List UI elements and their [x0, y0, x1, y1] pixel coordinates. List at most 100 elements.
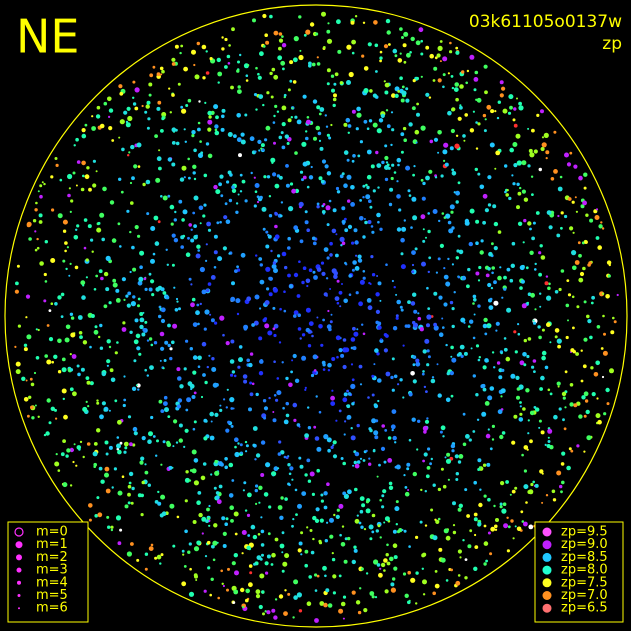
star: [513, 414, 518, 419]
star: [287, 88, 291, 92]
star: [474, 533, 477, 537]
star: [442, 73, 446, 77]
star: [475, 121, 478, 124]
star: [477, 358, 481, 362]
star: [304, 220, 309, 225]
star: [491, 266, 496, 270]
star: [122, 321, 126, 325]
star: [242, 606, 245, 609]
star: [144, 368, 147, 372]
star: [86, 380, 91, 385]
star: [193, 480, 199, 486]
star: [600, 347, 604, 350]
star: [365, 183, 368, 187]
star: [168, 87, 171, 90]
star: [341, 241, 346, 246]
star: [422, 593, 426, 596]
star: [410, 36, 415, 42]
star: [285, 413, 290, 418]
star: [183, 565, 187, 568]
star: [267, 532, 271, 536]
star: [77, 372, 81, 377]
star: [384, 177, 389, 182]
star: [264, 33, 269, 37]
star: [347, 224, 353, 229]
star: [185, 470, 189, 474]
star: [380, 446, 386, 451]
star: [388, 481, 393, 486]
star: [77, 315, 83, 320]
star: [331, 268, 337, 274]
star: [481, 383, 486, 388]
star: [274, 212, 279, 216]
star: [181, 165, 187, 171]
star: [146, 100, 151, 105]
star: [493, 366, 496, 369]
star: [575, 210, 579, 213]
star: [420, 125, 426, 131]
star: [484, 118, 487, 121]
star: [372, 449, 376, 453]
star: [249, 352, 254, 356]
star: [93, 288, 97, 291]
star: [140, 456, 145, 461]
star: [96, 399, 99, 402]
star: [346, 44, 352, 50]
star: [453, 291, 456, 294]
star: [265, 571, 269, 575]
star: [280, 450, 285, 455]
star: [485, 273, 490, 278]
star: [506, 307, 512, 313]
star: [257, 75, 262, 80]
star: [48, 421, 52, 425]
star: [478, 356, 481, 359]
star: [172, 323, 178, 329]
star: [90, 238, 94, 242]
star: [489, 297, 493, 301]
star: [440, 174, 444, 178]
star: [262, 399, 267, 403]
star: [69, 447, 75, 453]
star: [583, 450, 586, 453]
star: [157, 490, 160, 494]
star: [373, 20, 378, 25]
star: [413, 165, 416, 168]
star: [379, 56, 383, 60]
star: [214, 130, 220, 136]
magnitude-label: m=4: [36, 575, 68, 590]
star: [67, 173, 73, 180]
star: [359, 140, 363, 144]
star: [457, 460, 462, 464]
star: [403, 138, 408, 142]
star: [527, 127, 530, 130]
star: [509, 105, 513, 110]
star: [188, 223, 192, 227]
star: [226, 54, 231, 59]
star: [92, 159, 96, 163]
star: [336, 508, 340, 512]
star: [458, 352, 462, 356]
star: [228, 198, 233, 203]
star: [517, 323, 520, 326]
star: [318, 112, 322, 116]
star: [214, 470, 220, 476]
star: [284, 497, 288, 501]
star: [545, 275, 549, 278]
star: [132, 102, 137, 106]
star: [395, 464, 401, 470]
star: [215, 495, 220, 500]
star: [426, 286, 429, 290]
star: [226, 588, 229, 592]
star: [495, 518, 499, 522]
star: [198, 205, 204, 211]
star: [468, 438, 472, 442]
star: [396, 194, 401, 199]
star: [318, 539, 322, 543]
star: [384, 82, 390, 88]
star: [587, 319, 592, 324]
star: [329, 288, 332, 290]
star: [96, 496, 100, 500]
star: [264, 323, 270, 329]
star: [314, 436, 320, 441]
star: [137, 234, 141, 238]
